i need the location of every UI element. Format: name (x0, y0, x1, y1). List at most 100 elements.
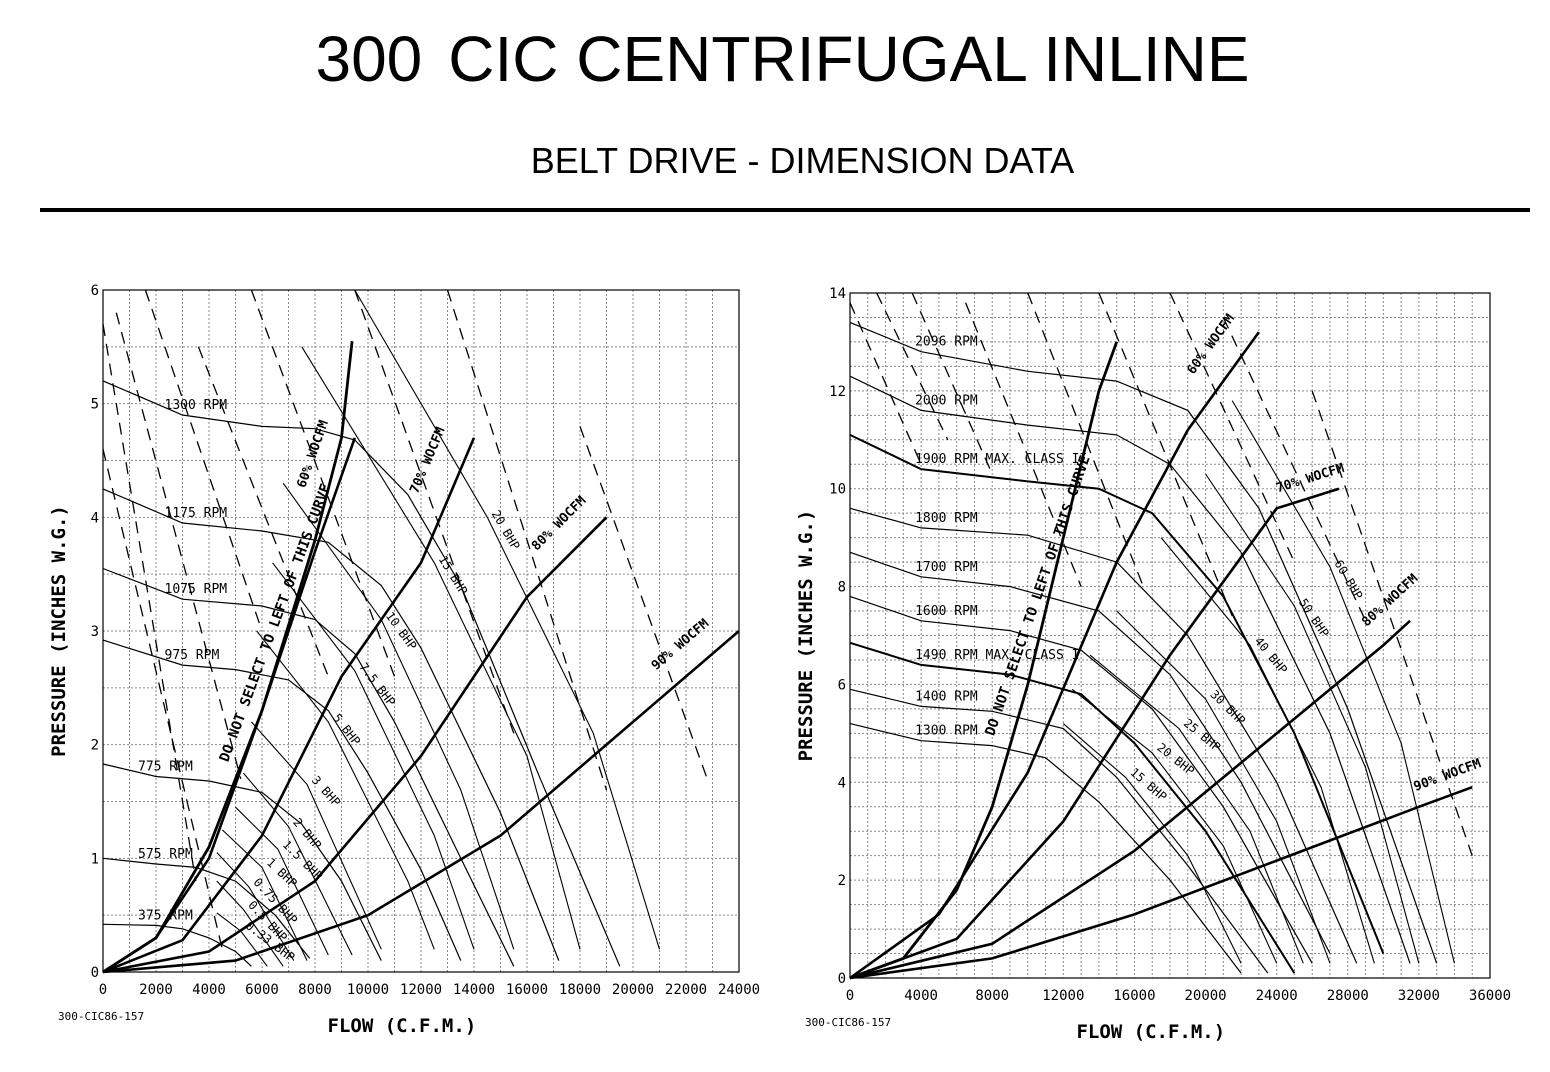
header-divider (40, 208, 1530, 212)
limit-curve (849, 341, 1119, 980)
x-tick-label: 16000 (506, 982, 548, 998)
bhp-curve (216, 880, 284, 967)
figure-code: 300-CIC86-157 (805, 1016, 891, 1029)
bhp-curve (242, 772, 353, 956)
wocfm-label: 60% WOCFM (1184, 311, 1238, 377)
y-axis-label: PRESSURE (INCHES W.G.) (795, 510, 817, 762)
wocfm-label: 70% WOCFM (407, 425, 448, 496)
bhp-curve (1116, 610, 1331, 964)
y-tick-label: 6 (838, 677, 846, 693)
x-tick-label: 20000 (612, 982, 654, 998)
dashed-line (1169, 292, 1295, 563)
x-tick-label: 28000 (1327, 988, 1369, 1004)
dashed-line (102, 448, 223, 950)
x-tick-label: 22000 (665, 982, 707, 998)
dashed-line (144, 289, 263, 632)
bhp-curve (1071, 688, 1278, 964)
rpm-label: 1400 RPM (915, 689, 978, 704)
wocfm-label: 80% WOCFM (1359, 571, 1421, 630)
bhp-curve (272, 562, 475, 950)
wocfm-curve (102, 516, 608, 974)
y-tick-label: 5 (91, 397, 99, 413)
title-text: CIC CENTRIFUGAL INLINE (448, 23, 1250, 95)
bhp-label: 25 BHP (1181, 716, 1223, 754)
y-tick-label: 0 (91, 965, 99, 981)
bhp-curve (1062, 723, 1242, 964)
limit-curve-label: DO NOT SELECT TO LEFT OF THIS CURVE (217, 482, 335, 764)
x-tick-label: 18000 (559, 982, 601, 998)
x-tick-label: 0 (846, 988, 854, 1004)
x-tick-label: 20000 (1184, 988, 1226, 1004)
wocfm-label: 90% WOCFM (1412, 756, 1483, 794)
rpm-curve (102, 923, 252, 967)
bhp-label: 3 BHP (309, 773, 343, 809)
page-subtitle: BELT DRIVE - DIMENSION DATA (530, 140, 1075, 181)
title-number: 300 (315, 23, 423, 95)
rpm-curve (849, 551, 1331, 954)
rpm-curve (102, 488, 560, 961)
rpm-label: 1300 RPM (165, 398, 228, 413)
wocfm-label: 60% WOCFM (294, 418, 331, 490)
rpm-curve (102, 567, 515, 967)
x-tick-label: 24000 (1256, 988, 1298, 1004)
y-tick-label: 4 (838, 775, 846, 791)
y-tick-label: 4 (91, 510, 99, 526)
rpm-label: 975 RPM (165, 648, 220, 663)
x-tick-label: 36000 (1469, 988, 1511, 1004)
rpm-label: 1800 RPM (915, 511, 978, 526)
x-tick-label: 4000 (904, 988, 938, 1004)
x-tick-label: 8000 (298, 982, 332, 998)
x-tick-label: 10000 (347, 982, 389, 998)
rpm-label: 1600 RPM (915, 604, 978, 619)
bhp-curve (216, 852, 295, 961)
x-tick-label: 24000 (718, 982, 760, 998)
rpm-label: 1490 RPM MAX. CLASS I (915, 648, 1079, 663)
dashed-line (1098, 292, 1233, 617)
figure-code: 300-CIC86-157 (58, 1010, 144, 1023)
limit-curve-label: DO NOT SELECT TO LEFT OF THIS CURVE (982, 454, 1093, 738)
wocfm-curve (102, 437, 476, 974)
bhp-curve (1231, 400, 1455, 964)
x-tick-label: 8000 (975, 988, 1009, 1004)
bhp-curve (354, 289, 661, 950)
rpm-label: 575 RPM (138, 847, 193, 862)
rpm-curve (102, 763, 382, 961)
dashed-line (1311, 390, 1473, 856)
y-tick-label: 1 (91, 851, 99, 867)
x-tick-label: 32000 (1398, 988, 1440, 1004)
bhp-curve (221, 829, 308, 961)
y-tick-label: 0 (838, 971, 846, 987)
bhp-curve (1160, 537, 1375, 964)
bhp-label: 60 BHP (1331, 557, 1365, 601)
dashed-line (1027, 292, 1144, 587)
x-tick-label: 14000 (453, 982, 495, 998)
rpm-label: 1175 RPM (165, 506, 228, 521)
bhp-label: 30 BHP (1207, 687, 1248, 727)
dashed-line (115, 312, 242, 779)
bhp-curve (256, 630, 435, 950)
dashed-line (1222, 317, 1367, 622)
rpm-label: 1075 RPM (165, 582, 228, 597)
x-tick-label: 4000 (192, 982, 226, 998)
y-tick-label: 8 (838, 580, 846, 596)
y-tick-label: 10 (829, 482, 846, 498)
y-tick-label: 12 (829, 384, 846, 400)
rpm-curve (849, 433, 1385, 954)
x-axis-label: FLOW (C.F.M.) (328, 1015, 477, 1037)
bhp-curve (250, 721, 382, 950)
wocfm-label: 90% WOCFM (649, 616, 712, 673)
bhp-curve (235, 806, 329, 956)
dashed-line (876, 292, 949, 441)
rpm-curve (849, 321, 1438, 964)
rpm-label: 2000 RPM (915, 393, 978, 408)
rpm-curve (849, 688, 1269, 974)
bhp-curve (301, 346, 581, 950)
rpm-curve (102, 857, 311, 959)
y-tick-label: 2 (838, 873, 846, 889)
x-tick-label: 2000 (139, 982, 173, 998)
dashed-line (446, 289, 608, 791)
rpm-label: 2096 RPM (915, 335, 978, 350)
bhp-curve (1205, 473, 1420, 964)
y-tick-label: 14 (829, 286, 846, 302)
